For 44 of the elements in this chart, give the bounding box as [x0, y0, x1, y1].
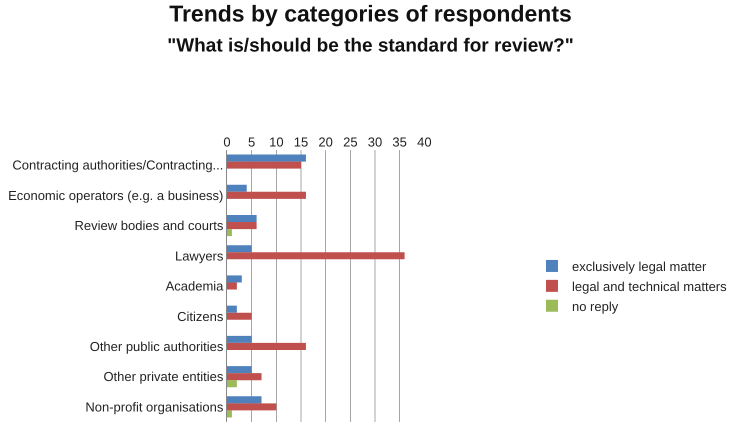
y-tick-label: Other private entities	[103, 369, 224, 384]
bar	[227, 154, 306, 162]
legend-label: legal and technical matters	[572, 278, 728, 294]
bar	[227, 275, 242, 282]
x-tick-label: 20	[318, 134, 333, 150]
x-tick-label: 40	[417, 134, 432, 150]
bar	[227, 403, 276, 410]
bar	[227, 342, 306, 350]
bar	[227, 380, 237, 388]
y-tick-label: Economic operators (e.g. a business)	[8, 188, 224, 203]
bar	[227, 410, 232, 418]
x-tick-label: 15	[294, 134, 308, 150]
bar	[227, 162, 301, 169]
bar	[227, 396, 262, 404]
bar	[227, 366, 252, 374]
x-tick-label: 30	[368, 134, 382, 150]
bar	[227, 192, 306, 199]
legend-label: no reply	[572, 298, 619, 314]
y-tick-label: Other public authorities	[90, 338, 224, 354]
bar	[227, 252, 405, 260]
bar	[227, 222, 257, 230]
bar	[227, 214, 257, 222]
x-tick-label: 25	[343, 134, 358, 150]
bar	[227, 229, 232, 236]
bar	[227, 373, 262, 380]
x-tick-label: 5	[248, 134, 256, 150]
x-tick-label: 35	[392, 134, 407, 150]
bar	[227, 336, 252, 343]
x-tick-label: 10	[269, 134, 284, 150]
legend-label: exclusively legal matter	[572, 259, 708, 274]
y-tick-label: Non-profit organisations	[85, 399, 224, 414]
x-tick-label: 0	[223, 134, 231, 150]
bar	[227, 312, 252, 320]
y-tick-label: Contracting authorities/Contracting...	[12, 158, 224, 173]
y-tick-label: Academia	[166, 278, 224, 294]
bar	[227, 282, 237, 290]
bar	[227, 306, 237, 313]
chart-title: Trends by categories of respondents	[169, 0, 572, 26]
bar	[227, 245, 252, 252]
y-tick-label: Citizens	[177, 308, 224, 324]
bar	[227, 184, 247, 192]
y-tick-label: Review bodies and courts	[74, 218, 224, 234]
y-tick-label: Lawyers	[174, 248, 224, 264]
chart-subtitle: "What is/should be the standard for review?"	[167, 35, 574, 56]
